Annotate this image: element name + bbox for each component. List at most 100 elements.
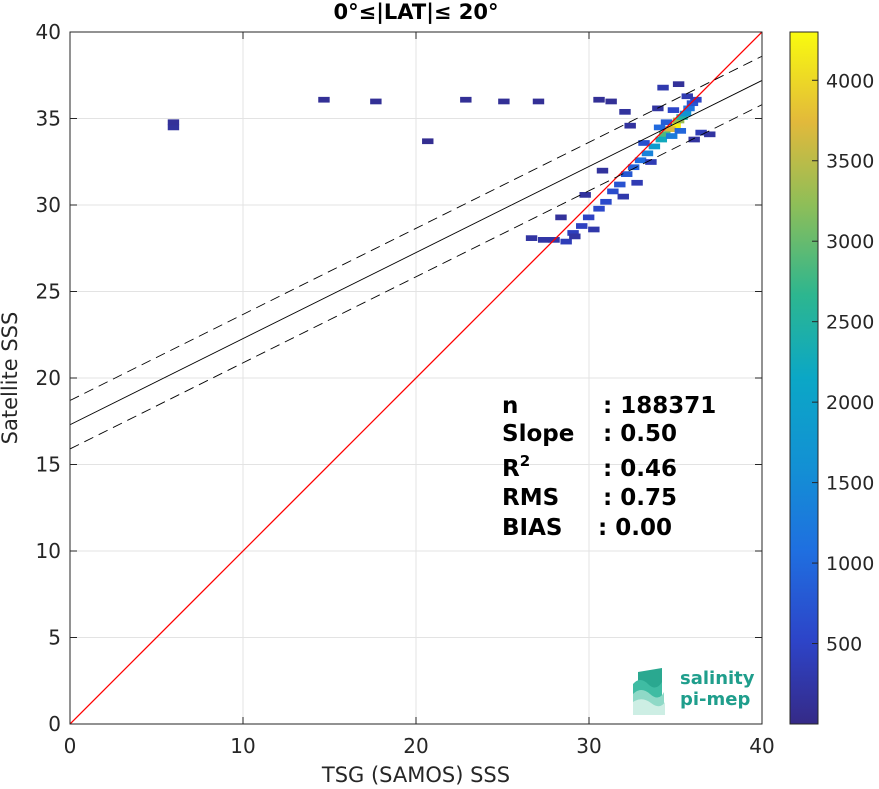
axis-ticks: 0 10 20 30 40 0 5 10 15 20 25 30 35 40 [36, 20, 775, 758]
density-cell-48 [167, 124, 180, 131]
density-cell-47 [672, 81, 685, 88]
density-cell-14 [627, 164, 640, 171]
y-tick-label-0: 0 [48, 712, 61, 736]
density-cell-58 [619, 108, 631, 115]
y-tick-label-25: 25 [36, 280, 61, 304]
wave-icon [633, 668, 665, 715]
line-regression [70, 80, 762, 426]
y-axis-title: Satellite SSS [0, 312, 22, 445]
stats-box: n : 188371 Slope : 0.50 R2 : 0.46 RMS : … [502, 393, 716, 541]
density-cell-57 [422, 138, 434, 145]
x-tick-label-40: 40 [749, 734, 774, 758]
density-cell-3 [659, 131, 671, 138]
density-cell-1 [664, 126, 676, 132]
density-cell-21 [600, 198, 612, 205]
density-cell-46 [555, 214, 567, 221]
density-cells [167, 81, 716, 245]
density-cell-7 [679, 110, 692, 117]
logo-line2: pi-mep [680, 689, 750, 710]
density-cell-55 [593, 96, 605, 103]
colorbar-tick-label-2500: 2500 [826, 312, 874, 334]
density-cell-49 [167, 119, 180, 126]
density-cell-4 [676, 114, 688, 120]
fit-lines [70, 32, 762, 724]
density-cell-32 [681, 93, 693, 100]
density-cell-19 [638, 140, 650, 146]
density-cell-23 [667, 107, 680, 113]
stat-label-slope: Slope [502, 421, 574, 447]
density-cell-45 [579, 192, 591, 198]
line-regression-upper [70, 55, 762, 401]
y-tick-label-10: 10 [36, 539, 61, 563]
density-cell-28 [560, 238, 572, 245]
colorbar [789, 31, 819, 725]
density-cell-44 [596, 167, 609, 174]
density-cell-31 [631, 179, 643, 186]
stat-value-slope: : 0.50 [603, 421, 677, 447]
density-cell-20 [607, 188, 619, 195]
y-tick-label-40: 40 [36, 20, 61, 44]
density-cell-22 [593, 205, 605, 212]
density-cell-0 [669, 122, 681, 129]
colorbar-tick-label-4000: 4000 [826, 70, 874, 92]
line-regression-lower [70, 104, 762, 450]
density-cell-26 [576, 223, 588, 229]
x-tick-label-0: 0 [64, 734, 77, 758]
colorbar-tick-label-1000: 1000 [826, 553, 874, 575]
colorbar-tick-label-1500: 1500 [826, 473, 874, 495]
colorbar-tick-label-500: 500 [826, 634, 862, 656]
density-cell-54 [532, 98, 545, 105]
density-cell-35 [588, 226, 600, 233]
y-tick-label-15: 15 [36, 453, 61, 477]
density-cell-15 [660, 119, 673, 126]
stat-label-rms: RMS [502, 485, 559, 511]
density-cell-53 [498, 98, 510, 105]
density-cell-5 [655, 136, 668, 143]
stat-label-n: n [502, 393, 518, 419]
density-cell-18 [614, 181, 626, 188]
stat-value-n: : 188371 [603, 393, 716, 419]
density-cell-17 [686, 100, 699, 107]
density-cell-2 [672, 117, 685, 124]
density-cell-12 [653, 124, 666, 131]
stat-value-rms: : 0.75 [603, 485, 677, 511]
colorbar-tick-label-3500: 3500 [826, 151, 874, 173]
x-tick-label-10: 10 [230, 734, 255, 758]
x-tick-label-20: 20 [403, 734, 428, 758]
stat-value-r2: : 0.46 [603, 456, 677, 482]
density-cell-52 [460, 96, 472, 103]
salinity-pi-mep-logo: salinity pi-mep [633, 668, 755, 715]
stat-label-bias: BIAS [502, 515, 562, 541]
colorbar-tick-label-3000: 3000 [826, 231, 874, 253]
y-tick-label-30: 30 [36, 193, 61, 217]
density-cell-9 [665, 133, 678, 139]
density-cell-30 [645, 159, 657, 165]
x-tick-label-30: 30 [576, 734, 601, 758]
x-axis-title: TSG (SAMOS) SSS [321, 763, 510, 787]
density-cell-29 [695, 129, 707, 136]
density-cell-43 [624, 122, 636, 129]
y-tick-label-35: 35 [36, 107, 61, 131]
density-cell-56 [605, 98, 617, 105]
density-cell-13 [674, 128, 687, 134]
density-cell-16 [621, 171, 633, 177]
density-cell-33 [657, 84, 669, 91]
colorbar-tick-label-2000: 2000 [826, 392, 874, 414]
density-cell-41 [688, 136, 700, 143]
density-cell-24 [690, 96, 702, 103]
colorbar-ticks: 500 1000 1500 2000 2500 3000 3500 4000 [812, 70, 874, 656]
chart-title: 0°≤|LAT|≤ 20° [333, 0, 498, 25]
density-cell-37 [537, 237, 550, 243]
density-cell-34 [617, 193, 629, 200]
logo-line1: salinity [680, 668, 755, 689]
density-cell-40 [704, 131, 716, 138]
density-cell-6 [648, 143, 661, 150]
density-cell-38 [525, 235, 538, 241]
line-one-to-one [70, 32, 762, 724]
density-cell-39 [569, 233, 581, 240]
stat-value-bias: : 0.00 [598, 515, 672, 541]
y-tick-label-20: 20 [36, 366, 61, 390]
y-tick-label-5: 5 [48, 626, 61, 650]
density-cell-10 [683, 105, 695, 112]
